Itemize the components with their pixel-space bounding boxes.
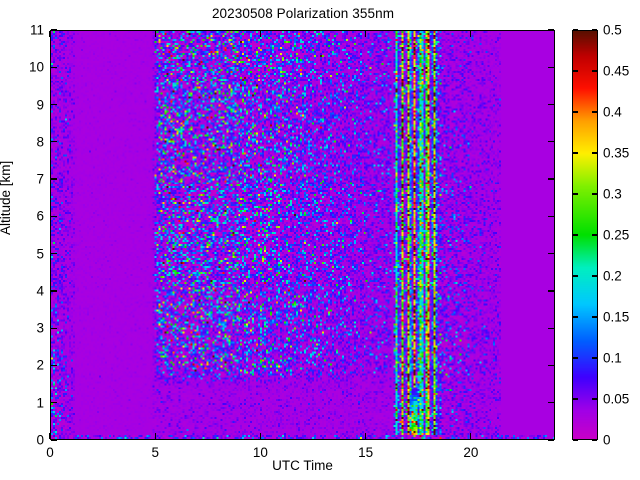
- colorbar-tick-label: 0.1: [603, 350, 622, 366]
- y-tick-label: 8: [36, 134, 44, 150]
- x-tick-mark-top: [259, 31, 262, 37]
- colorbar-tick-mark: [573, 70, 578, 72]
- y-axis-title: Altitude [km]: [0, 160, 13, 235]
- y-tick-mark-right: [548, 66, 554, 68]
- y-tick-mark: [51, 103, 57, 106]
- y-tick-mark-right: [548, 215, 554, 217]
- colorbar-tick-label: 0.45: [603, 63, 630, 79]
- y-tick-label: 11: [29, 22, 44, 38]
- x-tick-mark-top: [49, 31, 51, 37]
- chart-title: 20230508 Polarization 355nm: [211, 6, 395, 21]
- colorbar-tick-label: 0.3: [603, 186, 622, 202]
- colorbar-tick-mark: [573, 316, 578, 318]
- y-tick-label: 4: [36, 283, 44, 299]
- colorbar-tick-mark: [573, 193, 578, 195]
- x-tick-label: 20: [463, 445, 479, 460]
- x-tick-label: 10: [252, 445, 268, 460]
- y-tick-mark: [51, 364, 57, 367]
- colorbar-tick-label: 0.05: [603, 391, 630, 407]
- y-tick-label: 1: [36, 395, 44, 411]
- x-tick-mark: [49, 433, 51, 439]
- colorbar-tick-mark-right: [592, 111, 597, 113]
- colorbar-tick-mark-right: [592, 275, 597, 277]
- y-tick-mark: [51, 178, 57, 180]
- y-tick-mark-right: [548, 178, 554, 180]
- colorbar-tick-mark: [573, 29, 578, 31]
- y-tick-mark-right: [548, 103, 554, 106]
- y-tick-mark-right: [548, 29, 554, 31]
- colorbar-tick-mark-right: [592, 29, 597, 31]
- y-tick-mark: [51, 66, 57, 68]
- y-tick-mark: [51, 439, 57, 441]
- y-tick-mark-right: [548, 439, 554, 441]
- x-tick-mark-top: [470, 31, 472, 37]
- colorbar-tick-label: 0.25: [603, 227, 630, 243]
- colorbar-tick-label: 0.35: [603, 145, 630, 161]
- colorbar-tick-label: 0.15: [603, 309, 630, 325]
- y-tick-mark-right: [548, 252, 554, 255]
- colorbar-tick-mark-right: [592, 152, 597, 154]
- y-tick-mark: [51, 252, 57, 255]
- x-tick-mark: [470, 433, 472, 439]
- x-tick-mark-top: [154, 31, 156, 37]
- x-tick-label: 15: [358, 445, 374, 460]
- y-tick-mark-right: [548, 141, 554, 143]
- x-tick-label: 5: [151, 445, 159, 460]
- colorbar-tick-label: 0.2: [603, 268, 622, 284]
- colorbar-tick-mark-right: [592, 439, 597, 441]
- colorbar-tick-label: 0.4: [603, 104, 622, 120]
- y-tick-mark: [51, 29, 57, 31]
- y-tick-mark: [51, 290, 57, 292]
- y-tick-mark: [51, 327, 57, 329]
- y-tick-label: 9: [36, 97, 44, 113]
- y-tick-label: 6: [36, 208, 44, 224]
- y-tick-label: 7: [36, 171, 44, 187]
- x-tick-mark: [364, 433, 367, 439]
- y-tick-mark-right: [548, 364, 554, 367]
- y-tick-label: 0: [36, 432, 44, 448]
- y-tick-mark-right: [548, 402, 554, 404]
- colorbar-tick-mark: [573, 234, 578, 236]
- heatmap-plot-area[interactable]: [50, 30, 555, 440]
- colorbar-tick-mark: [573, 152, 578, 154]
- colorbar-tick-mark-right: [592, 70, 597, 72]
- x-tick-mark: [259, 433, 262, 439]
- y-tick-label: 5: [36, 246, 44, 262]
- y-tick-mark: [51, 141, 57, 143]
- x-tick-mark-top: [364, 31, 367, 37]
- colorbar-tick-label: 0.5: [603, 22, 622, 38]
- heatmap-canvas: [51, 31, 554, 439]
- y-tick-label: 2: [36, 357, 44, 373]
- colorbar-tick-mark-right: [592, 398, 597, 400]
- x-tick-mark: [154, 433, 156, 439]
- y-tick-mark-right: [548, 290, 554, 292]
- y-tick-label: 10: [28, 59, 44, 75]
- colorbar-tick-mark-right: [592, 316, 597, 318]
- y-tick-label: 3: [36, 320, 44, 336]
- colorbar-tick-mark-right: [592, 357, 597, 359]
- colorbar-tick-mark: [573, 439, 578, 441]
- x-tick-label: 0: [46, 445, 54, 460]
- colorbar-tick-mark-right: [592, 193, 597, 195]
- colorbar-tick-mark-right: [592, 234, 597, 236]
- colorbar-tick-mark: [573, 111, 578, 113]
- y-tick-mark: [51, 215, 57, 217]
- colorbar-tick-mark: [573, 357, 578, 359]
- y-tick-mark-right: [548, 327, 554, 329]
- colorbar-tick-mark: [573, 275, 578, 277]
- x-axis-title: UTC Time: [272, 458, 333, 473]
- colorbar-tick-mark: [573, 398, 578, 400]
- colorbar-tick-label: 0: [603, 432, 611, 448]
- y-tick-mark: [51, 402, 57, 404]
